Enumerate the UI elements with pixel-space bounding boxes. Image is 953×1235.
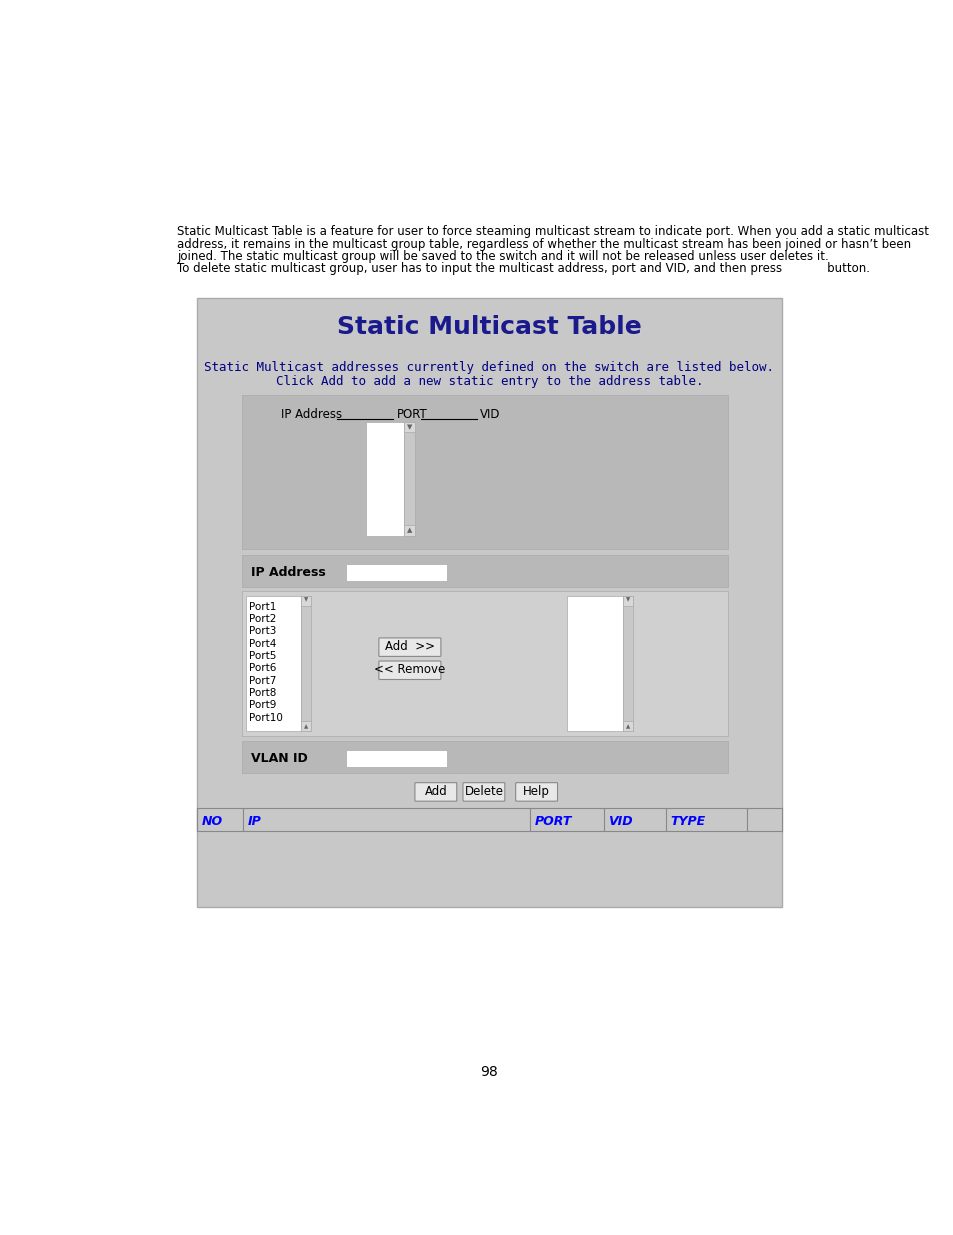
Bar	[346, 564, 447, 580]
Bar	[622, 595, 633, 605]
Bar	[241, 592, 728, 736]
Text: Port1: Port1	[249, 601, 275, 611]
Text: ▼: ▼	[304, 598, 308, 603]
Bar	[346, 751, 447, 767]
Text: Add: Add	[424, 784, 447, 798]
Text: VID: VID	[480, 409, 500, 421]
Bar	[241, 741, 728, 773]
Bar	[301, 595, 311, 731]
Bar	[241, 395, 728, 548]
Text: VLAN ID: VLAN ID	[251, 752, 308, 764]
Text: Add  >>: Add >>	[384, 640, 435, 653]
Text: Help: Help	[522, 784, 550, 798]
Text: Port9: Port9	[249, 700, 275, 710]
Text: Port10: Port10	[249, 713, 282, 722]
Text: Port6: Port6	[249, 663, 275, 673]
Bar	[622, 595, 633, 731]
FancyBboxPatch shape	[415, 783, 456, 802]
Text: VID: VID	[608, 815, 632, 827]
Text: ▲: ▲	[304, 724, 308, 729]
Text: joined. The static multicast group will be saved to the switch and it will not b: joined. The static multicast group will …	[177, 249, 828, 263]
Text: PORT: PORT	[534, 815, 572, 827]
Text: To delete static multicast group, user has to input the multicast address, port : To delete static multicast group, user h…	[177, 262, 869, 275]
Text: IP: IP	[248, 815, 261, 827]
Bar	[245, 595, 301, 731]
Text: Port7: Port7	[249, 676, 275, 685]
Text: Static Multicast Table is a feature for user to force steaming multicast stream : Static Multicast Table is a feature for …	[177, 225, 928, 238]
FancyBboxPatch shape	[462, 783, 504, 802]
Bar	[241, 555, 728, 587]
Text: 98: 98	[479, 1065, 497, 1078]
Text: Port4: Port4	[249, 638, 275, 648]
Text: Port5: Port5	[249, 651, 275, 661]
Bar	[301, 595, 311, 605]
Bar	[622, 721, 633, 731]
FancyBboxPatch shape	[378, 661, 440, 679]
Text: address, it remains in the multicast group table, regardless of whether the mult: address, it remains in the multicast gro…	[177, 237, 910, 251]
Text: Port3: Port3	[249, 626, 275, 636]
Bar	[404, 421, 415, 536]
FancyBboxPatch shape	[516, 783, 557, 802]
Text: Click Add to add a new static entry to the address table.: Click Add to add a new static entry to t…	[275, 375, 702, 388]
Bar	[365, 421, 404, 536]
Text: Static Multicast addresses currently defined on the switch are listed below.: Static Multicast addresses currently def…	[204, 362, 774, 374]
Text: ▲: ▲	[625, 724, 630, 729]
Text: IP Address: IP Address	[280, 409, 342, 421]
Text: ▲: ▲	[407, 527, 412, 534]
Text: ▼: ▼	[625, 598, 630, 603]
Text: << Remove: << Remove	[374, 663, 445, 676]
Bar	[301, 721, 311, 731]
FancyBboxPatch shape	[378, 638, 440, 656]
Text: Delete: Delete	[464, 784, 503, 798]
Text: TYPE: TYPE	[670, 815, 704, 827]
Text: NO: NO	[201, 815, 222, 827]
Text: PORT: PORT	[396, 409, 427, 421]
Bar	[196, 808, 781, 831]
Text: Static Multicast Table: Static Multicast Table	[336, 315, 641, 340]
Text: ▼: ▼	[407, 424, 412, 430]
Text: Port8: Port8	[249, 688, 275, 698]
Text: Port2: Port2	[249, 614, 275, 624]
Bar	[404, 525, 415, 536]
Bar	[567, 595, 622, 731]
Bar	[196, 299, 781, 906]
Text: IP Address: IP Address	[251, 566, 325, 578]
Bar	[404, 421, 415, 432]
